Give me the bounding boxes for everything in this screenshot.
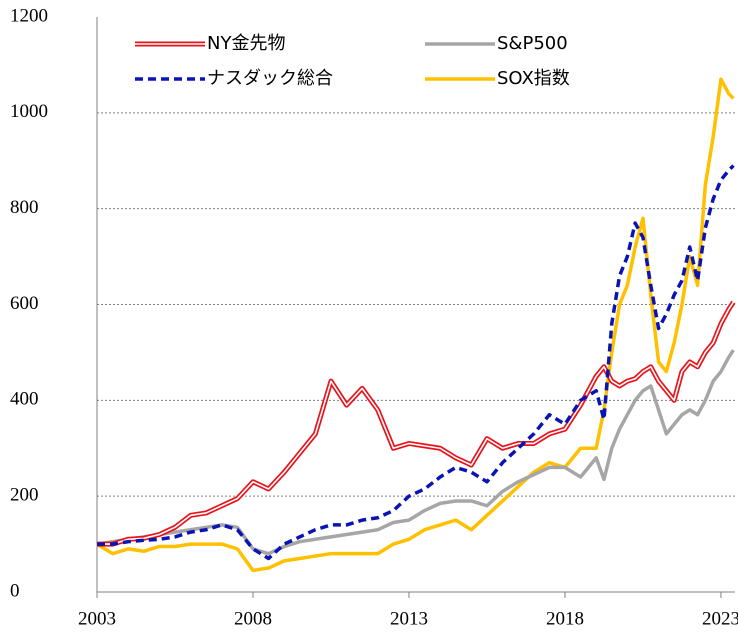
series-line: [97, 164, 735, 561]
x-tick-label: 2013: [390, 608, 428, 629]
x-tick-label: 2003: [78, 608, 116, 629]
y-tick-label: 1000: [10, 101, 48, 122]
series-line: [96, 349, 735, 556]
y-tick-label: 0: [10, 580, 20, 601]
series-line: [96, 77, 735, 573]
x-tick-label: 2018: [546, 608, 584, 629]
y-tick-label: 600: [10, 293, 39, 314]
x-tick-label: 2008: [234, 608, 272, 629]
y-tick-label: 400: [10, 389, 39, 410]
x-tick-label: 2023: [702, 608, 738, 629]
y-tick-label: 1200: [10, 5, 48, 26]
y-tick-label: 200: [10, 485, 39, 506]
series-line: [97, 300, 736, 547]
series-line-inner: [97, 301, 735, 545]
legend-label: SOX指数: [497, 68, 570, 89]
legend-label: S&P500: [497, 33, 568, 54]
y-tick-label: 800: [10, 197, 39, 218]
legend-label: ナスダック総合: [207, 68, 333, 89]
legend-label: NY金先物: [207, 33, 285, 54]
